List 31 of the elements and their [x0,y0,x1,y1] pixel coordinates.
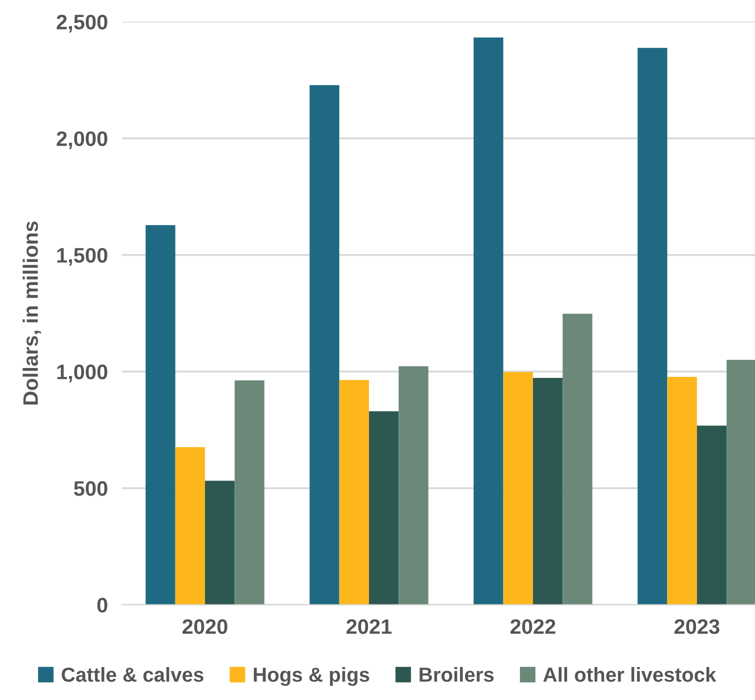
bar [310,85,340,605]
y-tick-label: 0 [97,598,108,613]
y-tick-label: 2,000 [56,131,108,150]
bar [368,411,399,605]
bar [204,480,235,605]
y-tick-label: 1,500 [57,248,108,266]
y-axis-title: Dollars, in millions [22,221,42,404]
x-tick-label: 2023 [674,619,720,634]
bar [175,447,205,605]
legend-label: Cattle & calves [62,667,204,682]
legend-label: Broilers [420,667,494,682]
bar [503,372,533,605]
y-tick-label: 500 [74,481,108,496]
bar [696,426,727,605]
bar [339,380,369,605]
legend-label: Hogs & pigs [254,667,370,686]
y-tick-label: 2,500 [56,14,108,32]
bar [667,376,697,605]
x-tick-label: 2021 [346,619,392,634]
bar [562,314,592,605]
bar [234,380,264,605]
bar [638,48,668,605]
bar [398,366,428,605]
x-tick-label: 2020 [182,619,228,634]
y-tick-label: 1,000 [57,364,108,382]
legend-label: All other livestock [543,667,716,682]
bar [726,360,755,605]
bar [532,378,563,605]
x-tick-label: 2022 [510,619,556,634]
bar [146,225,176,605]
bar [474,38,504,605]
